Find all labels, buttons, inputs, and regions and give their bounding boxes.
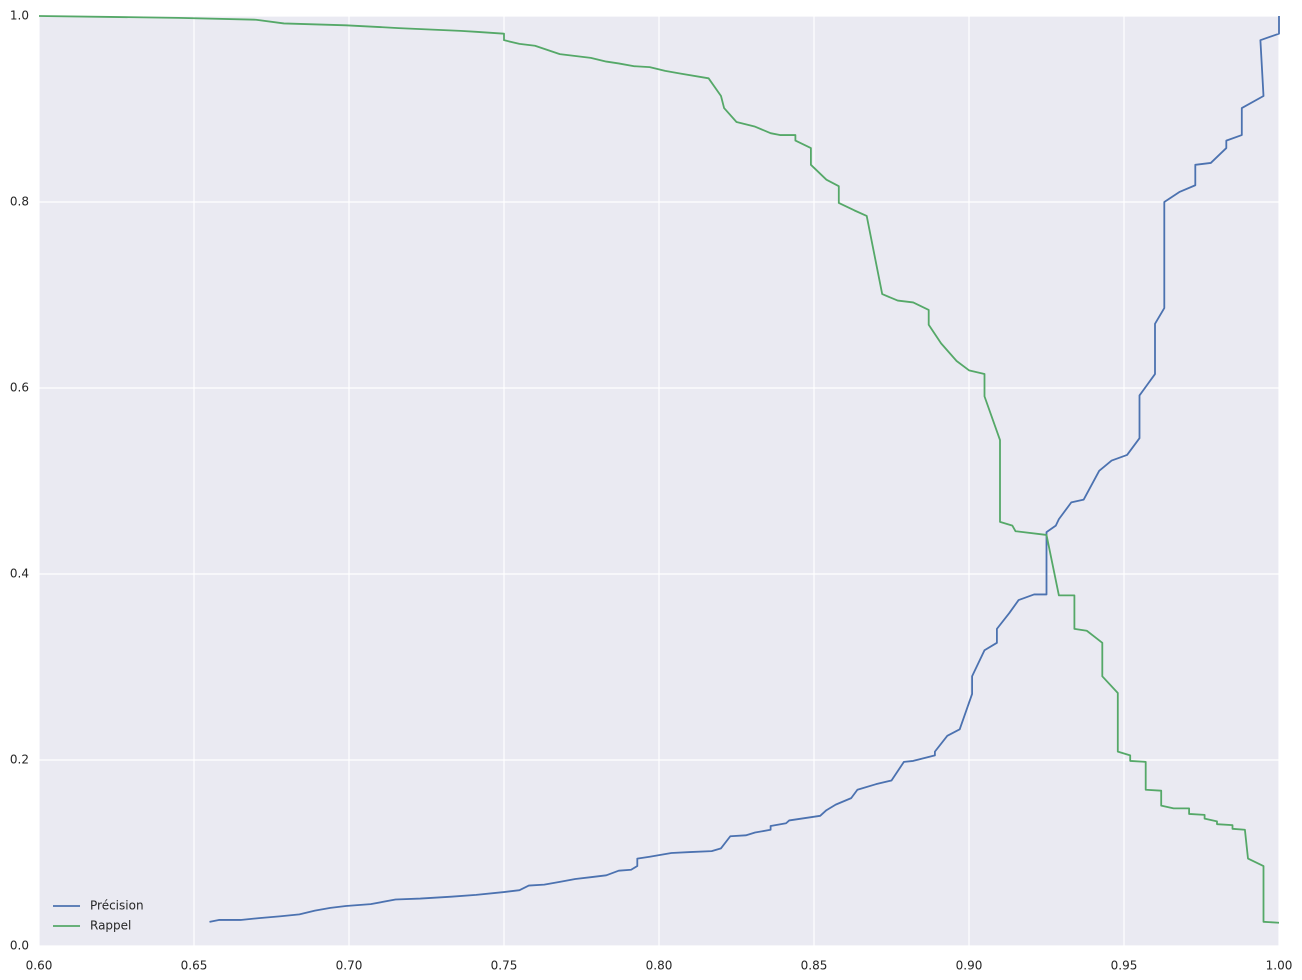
y-tick-label: 1.0	[10, 9, 29, 23]
legend-label: Précision	[90, 899, 144, 913]
x-tick-label: 0.60	[26, 959, 53, 973]
x-tick-label: 0.85	[801, 959, 828, 973]
x-tick-label: 0.95	[1111, 959, 1138, 973]
data-line	[38, 15, 1280, 924]
y-tick-label: 0.8	[10, 195, 29, 209]
y-tick-label: 0.4	[10, 567, 29, 581]
data-line	[209, 16, 1280, 923]
x-tick-label: 0.75	[491, 959, 518, 973]
x-tick-label: 0.90	[956, 959, 983, 973]
x-tick-label: 0.70	[336, 959, 363, 973]
x-tick-label: 0.80	[646, 959, 673, 973]
x-tick-label: 0.65	[181, 959, 208, 973]
y-tick-label: 0.6	[10, 381, 29, 395]
x-tick-label: 1.00	[1266, 959, 1293, 973]
y-tick-label: 0.2	[10, 753, 29, 767]
legend-label: Rappel	[90, 919, 131, 933]
y-tick-label: 0.0	[10, 939, 29, 953]
